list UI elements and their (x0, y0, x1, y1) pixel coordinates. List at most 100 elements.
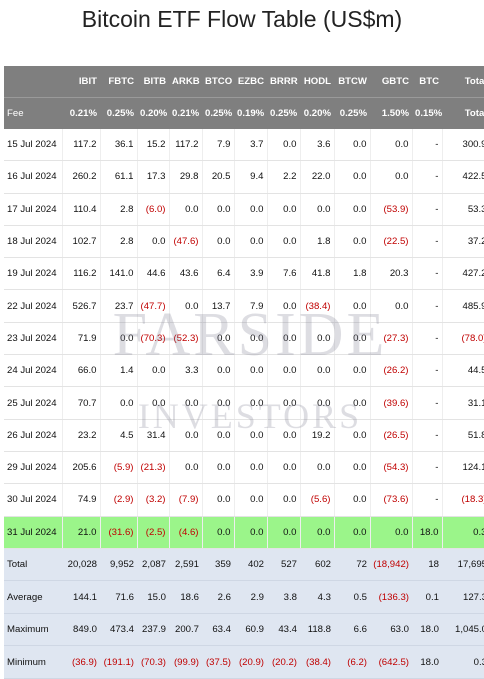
row-date: 29 Jul 2024 (4, 451, 63, 485)
flow-cell: 0.0 (169, 419, 203, 452)
flow-cell: 43.6 (169, 257, 203, 291)
flow-cell: 0.0 (169, 289, 203, 323)
summary-label: Total (4, 548, 62, 582)
summary-label: Maximum (4, 613, 62, 647)
flow-cell: 4.5 (100, 419, 138, 452)
summary-cell: (37.5) (202, 645, 234, 679)
flow-cell: (70.3) (137, 322, 170, 356)
flow-cell: (7.9) (169, 483, 203, 517)
flow-cell: 0.0 (202, 386, 235, 420)
flow-cell: 0.0 (370, 160, 413, 194)
summary-cell: 473.4 (100, 613, 137, 647)
flow-cell: 0.0 (234, 483, 268, 517)
flow-cell: 0.0 (267, 483, 301, 517)
flow-cell: 44.5 (442, 354, 484, 388)
flow-cell: 19.2 (300, 419, 335, 452)
flow-cell: (73.6) (370, 483, 413, 517)
summary-cell: (136.3) (370, 580, 412, 614)
row-date: 23 Jul 2024 (4, 322, 63, 356)
table-row: 29 Jul 2024 205.6 (5.9) (21.3) 0.0 0.0 0.0 0.0 0… (4, 451, 484, 485)
summary-cell: 71.6 (100, 580, 137, 614)
summary-cell: 6.6 (334, 613, 370, 647)
summary-row: Total 20,028 9,952 2,087 2,591 359 402 527 602 72… (4, 548, 484, 582)
summary-cell: 118.8 (300, 613, 334, 647)
flow-cell: 0.0 (234, 419, 268, 452)
flow-cell: 0.0 (267, 516, 301, 549)
summary-cell: (70.3) (137, 645, 169, 679)
summary-cell: 2.9 (234, 580, 267, 614)
flow-cell: (38.4) (300, 289, 335, 323)
flow-cell: 66.0 (62, 354, 101, 388)
summary-cell: 43.4 (267, 613, 300, 647)
summary-label: Minimum (4, 645, 62, 679)
fee-label: Fee (4, 97, 62, 129)
flow-cell: 1.8 (334, 257, 371, 291)
summary-cell: 18.0 (412, 645, 442, 679)
flow-cell: 0.0 (267, 193, 301, 226)
flow-cell: (52.3) (169, 322, 203, 356)
flow-cell: 0.0 (370, 516, 413, 549)
column-header: BTC (412, 66, 442, 98)
summary-cell: (18,942) (370, 548, 412, 582)
flow-cell: 0.0 (234, 193, 268, 226)
fee-cell: 0.25% (202, 97, 234, 129)
flow-cell: 0.0 (300, 386, 335, 420)
flow-cell: - (412, 354, 443, 388)
summary-cell: (38.4) (300, 645, 334, 679)
row-date: 31 Jul 2024 (4, 516, 63, 549)
flow-cell: 9.4 (234, 160, 268, 194)
table-row: 15 Jul 2024 117.2 36.1 15.2 117.2 7.9 3.7 0.0 3.… (4, 129, 484, 162)
flow-cell: (6.0) (137, 193, 170, 226)
flow-cell: 0.0 (267, 322, 301, 356)
flow-cell: 0.0 (267, 225, 301, 259)
flow-cell: 0.0 (137, 225, 170, 259)
flow-cell: - (412, 322, 443, 356)
fee-cell: 0.21% (169, 97, 202, 129)
flow-cell: 13.7 (202, 289, 235, 323)
table-row: 22 Jul 2024 526.7 23.7 (47.7) 0.0 13.7 7.9 0.0(… (4, 289, 484, 323)
summary-cell: 18 (412, 548, 442, 582)
flow-cell: 20.5 (202, 160, 235, 194)
column-header: ARKB (169, 66, 202, 98)
flow-cell: 0.0 (234, 386, 268, 420)
summary-cell: 63.4 (202, 613, 234, 647)
summary-row: Average 144.1 71.6 15.0 18.6 2.6 2.9 3.8 4.3 0.5(… (4, 580, 484, 614)
flow-cell: 0.0 (202, 451, 235, 485)
table-row: 18 Jul 2024 102.7 2.8 0.0 (47.6) 0.0 0.0 0.0 1.8… (4, 225, 484, 259)
summary-cell: 127.3 (442, 580, 484, 614)
flow-cell: 71.9 (62, 322, 101, 356)
flow-cell: 0.0 (169, 193, 203, 226)
flow-cell: 23.2 (62, 419, 101, 452)
flow-cell: (3.2) (137, 483, 170, 517)
flow-cell: 117.2 (62, 129, 101, 162)
flow-cell: 0.0 (300, 354, 335, 388)
summary-cell: 2,591 (169, 548, 202, 582)
flow-cell: 427.2 (442, 257, 484, 291)
summary-cell: 9,952 (100, 548, 137, 582)
flow-cell: 300.9 (442, 129, 484, 162)
flow-cell: (31.6) (100, 516, 138, 549)
flow-cell: 0.0 (234, 354, 268, 388)
summary-cell: 0.3 (442, 645, 484, 679)
flow-cell: 0.0 (234, 451, 268, 485)
flow-cell: 0.0 (137, 354, 170, 388)
summary-cell: (642.5) (370, 645, 412, 679)
fee-cell: 1.50% (370, 97, 412, 129)
flow-cell: 0.0 (234, 516, 268, 549)
flow-cell: 0.0 (202, 193, 235, 226)
flow-cell: 0.0 (202, 322, 235, 356)
summary-cell: 1,045.0 (442, 613, 484, 647)
summary-cell: (20.9) (234, 645, 267, 679)
summary-cell: 3.8 (267, 580, 300, 614)
flow-cell: 0.0 (267, 354, 301, 388)
flow-cell: (5.6) (300, 483, 335, 517)
flow-cell: - (412, 419, 443, 452)
summary-cell: 359 (202, 548, 234, 582)
flow-cell: (26.2) (370, 354, 413, 388)
flow-cell: (22.5) (370, 225, 413, 259)
flow-cell: (21.3) (137, 451, 170, 485)
table-row: 25 Jul 2024 70.7 0.0 0.0 0.0 0.0 0.0 0.0 0.0 0.0(… (4, 386, 484, 420)
flow-cell: 0.0 (370, 289, 413, 323)
flow-cell: 0.0 (267, 129, 301, 162)
column-header: BITB (137, 66, 169, 98)
